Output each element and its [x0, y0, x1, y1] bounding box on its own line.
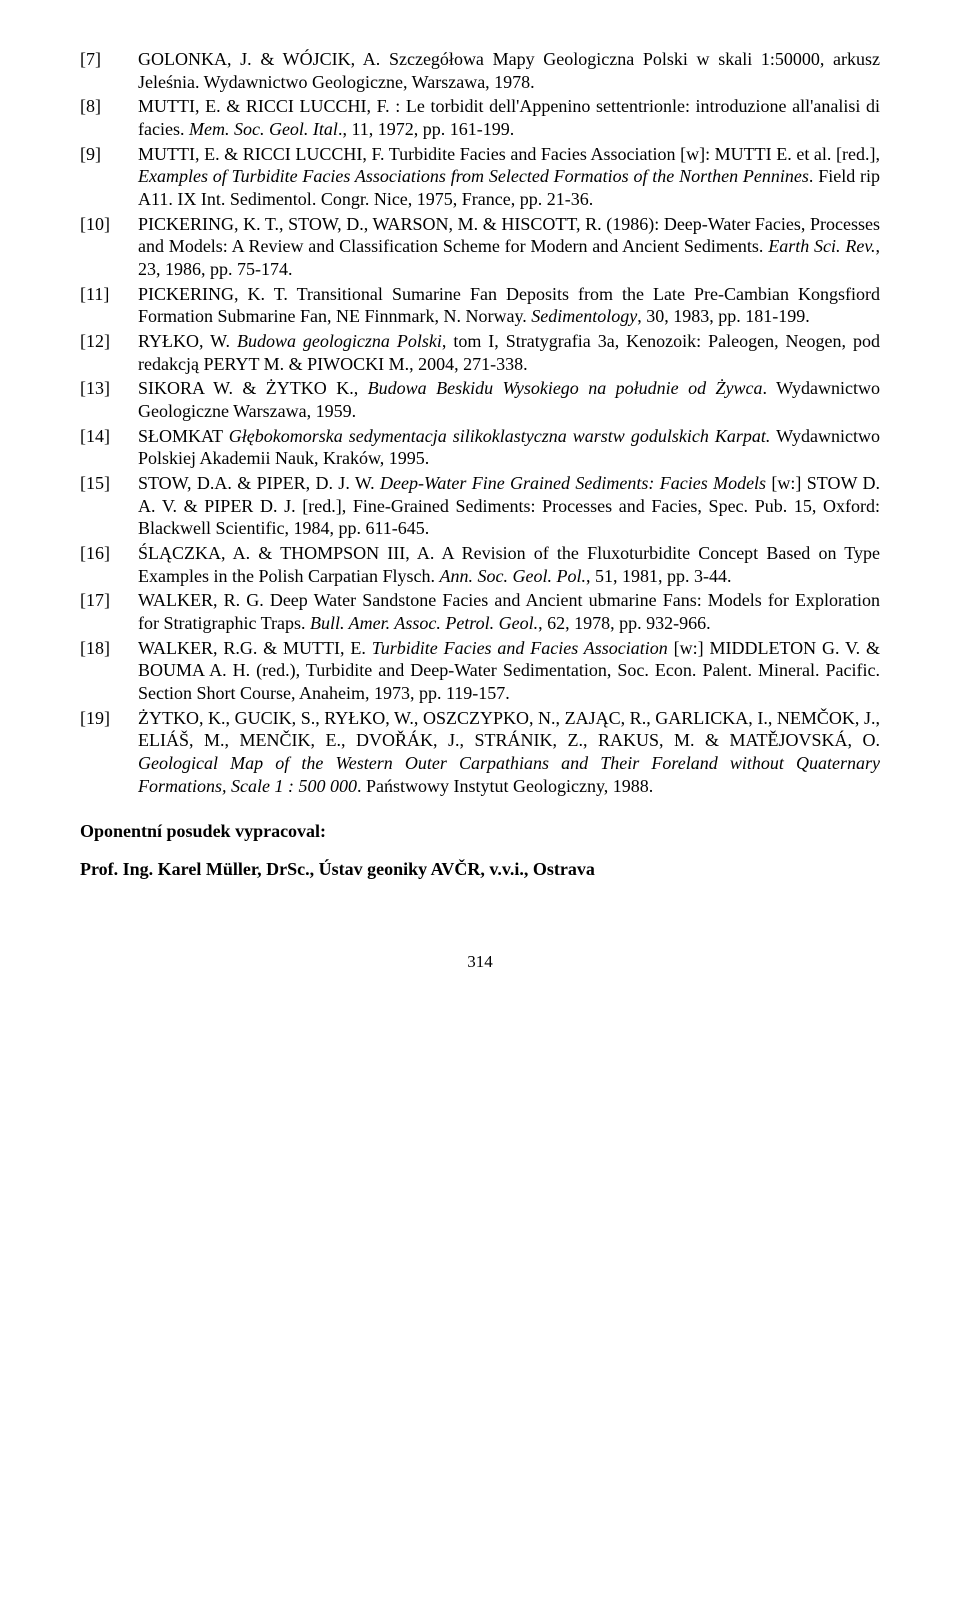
reference-item: [7]GOLONKA, J. & WÓJCIK, A. Szczegółowa …: [80, 48, 880, 93]
reference-number: [11]: [80, 283, 138, 328]
reference-item: [13]SIKORA W. & ŻYTKO K., Budowa Beskidu…: [80, 377, 880, 422]
reference-number: [10]: [80, 213, 138, 281]
reference-number: [17]: [80, 589, 138, 634]
reference-item: [15]STOW, D.A. & PIPER, D. J. W. Deep-Wa…: [80, 472, 880, 540]
reference-text: STOW, D.A. & PIPER, D. J. W. Deep-Water …: [138, 472, 880, 540]
reviewer-name: Prof. Ing. Karel Müller, DrSc., Ústav ge…: [80, 858, 880, 881]
reference-item: [10]PICKERING, K. T., STOW, D., WARSON, …: [80, 213, 880, 281]
reference-text: WALKER, R.G. & MUTTI, E. Turbidite Facie…: [138, 637, 880, 705]
reference-number: [15]: [80, 472, 138, 540]
reference-number: [16]: [80, 542, 138, 587]
reference-number: [9]: [80, 143, 138, 211]
references-list: [7]GOLONKA, J. & WÓJCIK, A. Szczegółowa …: [80, 48, 880, 798]
reference-number: [7]: [80, 48, 138, 93]
reference-text: PICKERING, K. T., STOW, D., WARSON, M. &…: [138, 213, 880, 281]
reference-number: [19]: [80, 707, 138, 798]
reference-item: [8]MUTTI, E. & RICCI LUCCHI, F. : Le tor…: [80, 95, 880, 140]
reference-item: [11]PICKERING, K. T. Transitional Sumari…: [80, 283, 880, 328]
reference-number: [18]: [80, 637, 138, 705]
reference-text: GOLONKA, J. & WÓJCIK, A. Szczegółowa Map…: [138, 48, 880, 93]
reference-text: PICKERING, K. T. Transitional Sumarine F…: [138, 283, 880, 328]
reference-text: SIKORA W. & ŻYTKO K., Budowa Beskidu Wys…: [138, 377, 880, 422]
reference-item: [12]RYŁKO, W. Budowa geologiczna Polski,…: [80, 330, 880, 375]
reference-text: ŻYTKO, K., GUCIK, S., RYŁKO, W., OSZCZYP…: [138, 707, 880, 798]
reference-item: [14]SŁOMKAT Głębokomorska sedymentacja s…: [80, 425, 880, 470]
reference-number: [12]: [80, 330, 138, 375]
reference-text: ŚLĄCZKA, A. & THOMPSON III, A. A Revisio…: [138, 542, 880, 587]
reference-item: [17]WALKER, R. G. Deep Water Sandstone F…: [80, 589, 880, 634]
reference-text: WALKER, R. G. Deep Water Sandstone Facie…: [138, 589, 880, 634]
reference-text: RYŁKO, W. Budowa geologiczna Polski, tom…: [138, 330, 880, 375]
reference-text: MUTTI, E. & RICCI LUCCHI, F. Turbidite F…: [138, 143, 880, 211]
reviewer-heading: Oponentní posudek vypracoval:: [80, 820, 880, 843]
reference-item: [19]ŻYTKO, K., GUCIK, S., RYŁKO, W., OSZ…: [80, 707, 880, 798]
reference-text: SŁOMKAT Głębokomorska sedymentacja silik…: [138, 425, 880, 470]
reference-number: [14]: [80, 425, 138, 470]
reference-text: MUTTI, E. & RICCI LUCCHI, F. : Le torbid…: [138, 95, 880, 140]
reference-number: [13]: [80, 377, 138, 422]
reference-item: [16]ŚLĄCZKA, A. & THOMPSON III, A. A Rev…: [80, 542, 880, 587]
reference-item: [9]MUTTI, E. & RICCI LUCCHI, F. Turbidit…: [80, 143, 880, 211]
page-number: 314: [80, 951, 880, 972]
reference-number: [8]: [80, 95, 138, 140]
reference-item: [18]WALKER, R.G. & MUTTI, E. Turbidite F…: [80, 637, 880, 705]
